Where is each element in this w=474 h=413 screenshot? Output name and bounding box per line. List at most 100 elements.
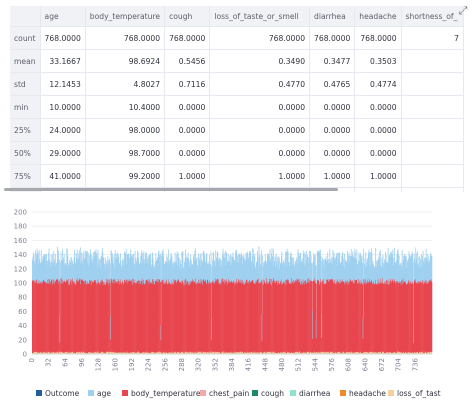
bar-age	[333, 257, 334, 284]
bar-age	[100, 256, 102, 280]
table-cell[interactable]	[401, 95, 464, 119]
table-cell[interactable]: 98.7000	[85, 141, 166, 165]
table-cell[interactable]: 0.0000	[354, 95, 402, 119]
table-cell[interactable]: 1.0000	[209, 164, 311, 188]
bar-loss-of-tast	[35, 351, 37, 354]
table-cell[interactable]: 0.4774	[354, 72, 402, 96]
bar-loss-of-tast	[423, 352, 424, 354]
bar-body-temperature	[71, 284, 73, 353]
bar-body-temperature	[241, 283, 243, 352]
bar-age	[91, 259, 93, 285]
table-cell[interactable]: 0.0000	[209, 141, 311, 165]
bar-loss-of-tast	[146, 351, 147, 354]
bar-body-temperature	[157, 281, 158, 353]
table-cell[interactable]: 0.5456	[164, 49, 211, 73]
column-header-headache[interactable]: headache	[354, 6, 402, 27]
table-cell[interactable]: 98.6924	[85, 49, 166, 73]
table-cell[interactable]: 0.7116	[164, 72, 211, 96]
table-cell[interactable]: 0.0000	[209, 95, 311, 119]
column-header-cough[interactable]: cough	[164, 6, 211, 27]
table-cell[interactable]: 10.0000	[40, 95, 86, 119]
table-cell[interactable]: 0.3477	[309, 49, 356, 73]
table-cell[interactable]: 1.0000	[354, 187, 402, 192]
horizontal-scrollbar[interactable]	[4, 188, 338, 191]
bar-age	[431, 255, 433, 282]
column-header-age[interactable]: age	[40, 6, 86, 27]
table-cell[interactable]: 0.3503	[354, 49, 402, 73]
bar-loss-of-tast	[140, 352, 142, 354]
bar-age	[259, 254, 261, 284]
column-header-body-temperature[interactable]: body_temperature	[85, 6, 166, 27]
table-cell[interactable]: 7	[401, 26, 464, 50]
table-cell[interactable]: 0.0000	[164, 118, 211, 142]
table-cell[interactable]	[401, 72, 464, 96]
bar-body-temperature	[85, 279, 86, 353]
column-header-diarrhea[interactable]: diarrhea	[309, 6, 356, 27]
bar-age	[170, 258, 171, 285]
table-cell[interactable]: 0.0000	[354, 141, 402, 165]
expand-icon[interactable]: ⤢	[458, 4, 468, 17]
bar-age	[113, 263, 115, 280]
bar-loss-of-tast	[247, 351, 248, 354]
table-cell[interactable]: 24.0000	[40, 118, 86, 142]
bar-loss-of-tast	[78, 352, 80, 354]
table-cell[interactable]: 12.1453	[40, 72, 86, 96]
bar-loss-of-tast	[411, 351, 413, 354]
table-cell[interactable]: 0.0000	[354, 118, 402, 142]
bar-body-temperature	[169, 282, 171, 353]
bar-age	[311, 263, 312, 282]
bar-loss-of-tast	[262, 352, 264, 354]
table-cell[interactable]: 1.0000	[354, 164, 402, 188]
table-cell[interactable]: 33.1667	[40, 49, 86, 73]
table-cell[interactable]: 0.3490	[209, 49, 311, 73]
bar-loss-of-tast	[272, 351, 274, 354]
table-cell[interactable]: 98.0000	[85, 118, 166, 142]
table-cell[interactable]: 768.0000	[40, 26, 86, 50]
bar-loss-of-tast	[380, 352, 382, 354]
table-cell[interactable]: 0.0000	[164, 95, 211, 119]
bar-loss-of-tast	[296, 352, 298, 354]
bar-age	[188, 267, 190, 283]
table-cell[interactable]: 768.0000	[85, 26, 166, 50]
bar-loss-of-tast	[258, 351, 260, 354]
table-cell[interactable]	[401, 187, 464, 192]
bar-loss-of-tast	[237, 352, 239, 354]
table-cell[interactable]: 41.0000	[40, 164, 86, 188]
table-cell[interactable]: 1.0000	[164, 164, 211, 188]
bar-age	[86, 252, 87, 284]
dataframe-table[interactable]: age body_temperature cough loss_of_taste…	[10, 6, 464, 192]
table-cell[interactable]: 29.0000	[40, 141, 86, 165]
bar-age	[147, 258, 148, 281]
bar-age	[408, 258, 409, 280]
table-cell[interactable]: 0.0000	[309, 118, 356, 142]
table-cell[interactable]: 0.0000	[309, 95, 356, 119]
table-cell[interactable]: 1.0000	[309, 164, 356, 188]
bar-body-temperature	[361, 282, 363, 354]
table-cell[interactable]	[401, 49, 464, 73]
table-cell[interactable]: 0.0000	[164, 141, 211, 165]
column-header-loss-of-taste-or-smell[interactable]: loss_of_taste_or_smell	[209, 6, 311, 27]
table-cell[interactable]: 10.4000	[85, 95, 166, 119]
bar-body-temperature	[312, 281, 314, 353]
bar-body-temperature	[136, 283, 137, 354]
bar-body-temperature	[214, 282, 216, 354]
table-cell[interactable]: 0.0000	[309, 141, 356, 165]
table-cell[interactable]: 768.0000	[354, 26, 402, 50]
table-cell[interactable]: 99.2000	[85, 164, 166, 188]
table-cell[interactable]	[401, 118, 464, 142]
bar-age	[271, 253, 272, 286]
table-cell[interactable]: 768.0000	[309, 26, 356, 50]
table-cell[interactable]: 768.0000	[164, 26, 211, 50]
table-cell[interactable]: 0.4765	[309, 72, 356, 96]
table-cell[interactable]	[401, 164, 464, 188]
table-cell[interactable]: 0.0000	[209, 118, 311, 142]
table-cell[interactable]: 768.0000	[209, 26, 311, 50]
column-header-shortness-of[interactable]: shortness_of_	[401, 6, 464, 27]
bar-age	[227, 261, 229, 285]
table-cell[interactable]: 4.8027	[85, 72, 166, 96]
bar-body-temperature	[50, 281, 52, 354]
table-cell[interactable]	[401, 141, 464, 165]
bar-age	[321, 313, 322, 338]
table-cell[interactable]: 0.4770	[209, 72, 311, 96]
bar-loss-of-tast	[221, 352, 222, 354]
